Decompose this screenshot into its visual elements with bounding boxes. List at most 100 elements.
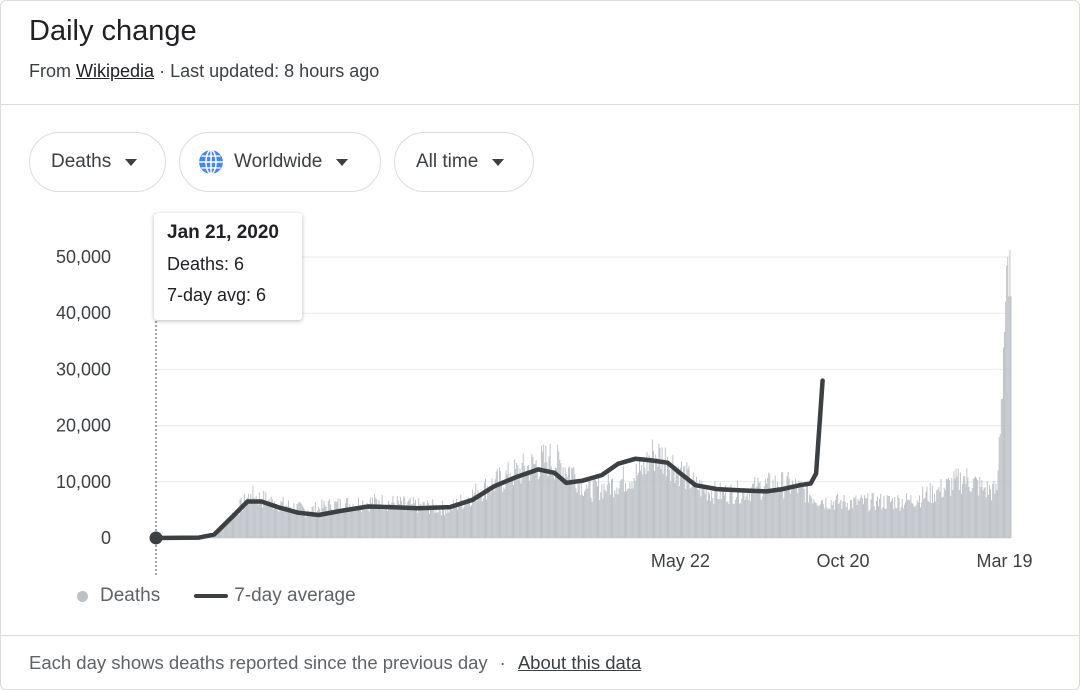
- deaths-bar: [700, 496, 702, 538]
- deaths-bar: [718, 499, 720, 538]
- deaths-bar: [900, 506, 902, 538]
- deaths-bar: [998, 437, 1000, 538]
- deaths-bar: [951, 477, 953, 538]
- deaths-bar: [663, 459, 665, 538]
- deaths-bar: [237, 513, 239, 538]
- source-line: From Wikipedia · Last updated: 8 hours a…: [29, 61, 379, 82]
- deaths-bar: [609, 494, 611, 538]
- deaths-bar: [255, 496, 257, 538]
- deaths-bar: [454, 507, 456, 538]
- deaths-bar: [882, 507, 884, 538]
- deaths-bar: [421, 507, 423, 538]
- deaths-bar: [539, 467, 541, 538]
- deaths-bar: [631, 481, 633, 538]
- deaths-bar: [422, 502, 424, 538]
- deaths-bar: [875, 500, 877, 538]
- deaths-bar: [518, 479, 520, 538]
- deaths-bar: [553, 479, 555, 538]
- average-line: [153, 378, 825, 541]
- deaths-bar: [681, 461, 682, 538]
- deaths-bar: [738, 490, 740, 538]
- deaths-bar: [797, 493, 799, 538]
- deaths-bar: [569, 466, 570, 538]
- deaths-bar: [918, 495, 920, 538]
- deaths-bar: [838, 503, 840, 538]
- deaths-bar: [489, 489, 491, 538]
- deaths-bar: [440, 515, 442, 538]
- deaths-bar: [966, 468, 968, 538]
- legend-line-label: 7-day average: [234, 585, 356, 606]
- deaths-bar: [547, 476, 549, 538]
- deaths-bar: [742, 489, 744, 538]
- deaths-bar: [981, 479, 983, 538]
- deaths-bar: [341, 512, 343, 538]
- deaths-bar: [321, 499, 323, 538]
- deaths-bar: [223, 524, 225, 538]
- deaths-bar: [433, 504, 435, 538]
- x-tick-label: Oct 20: [816, 551, 869, 571]
- region-dropdown[interactable]: Worldwide: [179, 132, 381, 192]
- deaths-bar: [972, 478, 974, 538]
- deaths-bar: [473, 495, 475, 538]
- deaths-bar: [265, 492, 267, 538]
- deaths-bar: [755, 493, 757, 538]
- deaths-bar: [503, 487, 505, 538]
- deaths-bar: [309, 514, 311, 538]
- deaths-bar: [617, 494, 619, 538]
- source-link[interactable]: Wikipedia: [76, 61, 155, 81]
- legend-bars-label: Deaths: [100, 585, 161, 606]
- deaths-bar: [870, 499, 872, 538]
- deaths-bar: [794, 484, 796, 538]
- deaths-bar: [902, 508, 904, 538]
- deaths-bar: [235, 510, 237, 538]
- footer-divider: [1, 635, 1080, 636]
- deaths-bar: [239, 499, 241, 538]
- deaths-bar: [768, 472, 770, 538]
- deaths-bar: [319, 508, 321, 538]
- metric-dropdown[interactable]: Deaths: [29, 132, 166, 192]
- deaths-bar: [840, 499, 842, 538]
- deaths-bar: [747, 500, 749, 538]
- y-tick-label: 10,000: [56, 472, 111, 492]
- deaths-bar: [312, 505, 314, 538]
- deaths-bar: [457, 509, 458, 538]
- deaths-bar: [482, 498, 484, 538]
- deaths-bar: [283, 507, 285, 538]
- deaths-bar: [799, 482, 801, 538]
- deaths-bar: [507, 461, 509, 538]
- deaths-bar: [303, 507, 305, 538]
- deaths-bar: [937, 489, 939, 538]
- deaths-bar: [934, 494, 936, 538]
- deaths-bar: [725, 484, 727, 538]
- deaths-bar: [809, 494, 811, 538]
- deaths-bar: [639, 459, 640, 538]
- about-data-link[interactable]: About this data: [517, 652, 642, 673]
- deaths-bar: [717, 499, 719, 538]
- deaths-chart[interactable]: 0 10,000 20,000 30,000 40,000 50,000 May 22 Oct…: [1, 201, 1080, 581]
- range-dropdown[interactable]: All time: [394, 132, 534, 192]
- deaths-bar: [431, 507, 433, 538]
- deaths-bar: [915, 504, 917, 538]
- deaths-bar: [636, 475, 638, 538]
- deaths-bar: [607, 473, 609, 538]
- deaths-bar: [959, 472, 961, 538]
- deaths-bar: [230, 518, 232, 538]
- deaths-bar: [343, 512, 345, 538]
- deaths-bar: [581, 494, 583, 538]
- deaths-bar: [923, 499, 925, 538]
- deaths-bar: [810, 496, 812, 538]
- deaths-bar: [377, 505, 379, 538]
- deaths-bar: [633, 478, 635, 538]
- deaths-bar: [427, 503, 429, 538]
- deaths-bar: [720, 499, 722, 538]
- hover-dot: [149, 531, 163, 545]
- deaths-bar: [367, 503, 369, 538]
- deaths-bar: [1010, 296, 1012, 538]
- deaths-bar: [441, 500, 443, 538]
- deaths-bar: [908, 499, 910, 538]
- deaths-bar: [948, 477, 950, 538]
- deaths-bar: [917, 502, 919, 538]
- deaths-bar: [226, 518, 228, 538]
- deaths-bar: [390, 505, 392, 538]
